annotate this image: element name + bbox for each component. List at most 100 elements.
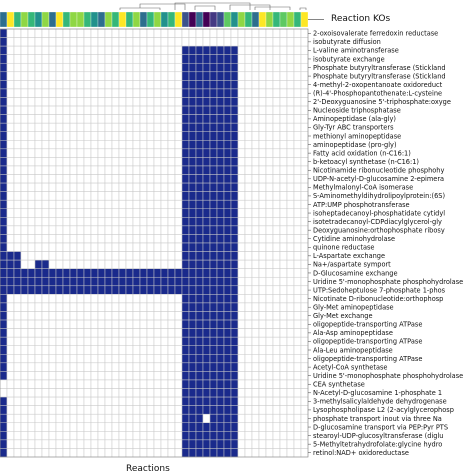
heatmap-cell [111, 122, 120, 132]
heatmap-cell [300, 388, 309, 398]
heatmap-cell [258, 105, 267, 115]
heatmap-cell [293, 379, 302, 389]
heatmap-cell [181, 379, 190, 389]
heatmap-cell [174, 182, 183, 192]
heatmap-cell [237, 268, 246, 278]
heatmap-cell [286, 28, 295, 38]
heatmap-cell [293, 80, 302, 90]
heatmap-cell [146, 259, 155, 269]
heatmap-cell [69, 319, 78, 329]
heatmap-cell [188, 242, 197, 252]
heatmap-cell [216, 422, 225, 432]
heatmap-cell [20, 182, 29, 192]
heatmap-cell [104, 319, 113, 329]
heatmap-cell [97, 122, 106, 132]
heatmap-cell [167, 199, 176, 210]
heatmap-cell [160, 122, 169, 132]
heatmap-cell [195, 388, 204, 398]
heatmap-cell [125, 285, 134, 295]
heatmap-cell [55, 191, 64, 201]
heatmap-cell [230, 448, 239, 458]
heatmap-cell [13, 199, 22, 210]
heatmap-cell [272, 80, 281, 90]
heatmap-cell [20, 285, 29, 295]
heatmap-cell [146, 379, 155, 389]
heatmap-cell [83, 413, 92, 424]
heatmap-cell [6, 191, 15, 201]
heatmap-cell [300, 354, 309, 364]
heatmap-cell [83, 259, 92, 269]
heatmap-cell [300, 45, 309, 55]
heatmap-cell [279, 88, 288, 98]
heatmap-cell [146, 140, 155, 150]
heatmap-cell [153, 371, 162, 381]
heatmap-cell [62, 191, 71, 201]
heatmap-cell [230, 371, 239, 381]
heatmap-cell [97, 431, 106, 441]
heatmap-cell [27, 413, 36, 424]
heatmap-cell [27, 217, 36, 227]
heatmap-cell [6, 328, 15, 338]
heatmap-cell [76, 122, 85, 132]
heatmap-cell [251, 191, 260, 201]
heatmap-cell [90, 379, 99, 389]
heatmap-cell [244, 362, 253, 372]
heatmap-cell [153, 285, 162, 295]
colorbar-cell [55, 11, 64, 28]
heatmap-cell [181, 191, 190, 201]
heatmap-cell [202, 208, 211, 218]
heatmap-cell [209, 345, 218, 355]
heatmap-cell [279, 37, 288, 47]
heatmap-cell [125, 88, 134, 98]
heatmap-cell [132, 371, 141, 381]
heatmap-cell [300, 259, 309, 269]
heatmap-cell [244, 336, 253, 346]
heatmap-cell [181, 319, 190, 329]
heatmap-cell [209, 354, 218, 364]
heatmap-cell [216, 413, 225, 424]
heatmap-cell [230, 28, 239, 38]
heatmap-cell [223, 62, 232, 73]
heatmap-cell [83, 45, 92, 55]
heatmap-cell [244, 259, 253, 269]
heatmap-cell [48, 182, 57, 192]
heatmap-cell [258, 122, 267, 132]
heatmap-cell [300, 431, 309, 441]
heatmap-cell [83, 242, 92, 252]
colorbar-cell [146, 11, 155, 28]
heatmap-cell [27, 225, 36, 235]
heatmap-cell [41, 54, 50, 64]
heatmap-cell [174, 362, 183, 372]
heatmap-cell [188, 388, 197, 398]
heatmap-cell [293, 157, 302, 167]
heatmap-cell [244, 354, 253, 364]
heatmap-cell [62, 439, 71, 449]
heatmap-cell [118, 148, 127, 158]
heatmap-cell [209, 80, 218, 90]
heatmap-cell [244, 319, 253, 329]
heatmap-cell [69, 97, 78, 107]
heatmap-cell [153, 328, 162, 338]
heatmap-cell [146, 302, 155, 312]
heatmap-cell [97, 54, 106, 64]
heatmap-cell [286, 54, 295, 64]
heatmap-cell [209, 199, 218, 210]
heatmap-cell [216, 328, 225, 338]
heatmap-cell [13, 311, 22, 321]
heatmap-cell [34, 182, 43, 192]
heatmap-cell [293, 431, 302, 441]
heatmap-cell [174, 225, 183, 235]
heatmap-cell [286, 62, 295, 73]
heatmap-cell [83, 439, 92, 449]
heatmap-cell [104, 88, 113, 98]
heatmap-cell [174, 405, 183, 415]
heatmap-cell [160, 208, 169, 218]
heatmap-cell [286, 328, 295, 338]
heatmap-cell [230, 336, 239, 346]
heatmap-cell [293, 354, 302, 364]
heatmap-cell [230, 251, 239, 261]
heatmap-cell [76, 71, 85, 81]
heatmap-cell [230, 302, 239, 312]
heatmap-cell [216, 448, 225, 458]
heatmap-cell [62, 379, 71, 389]
